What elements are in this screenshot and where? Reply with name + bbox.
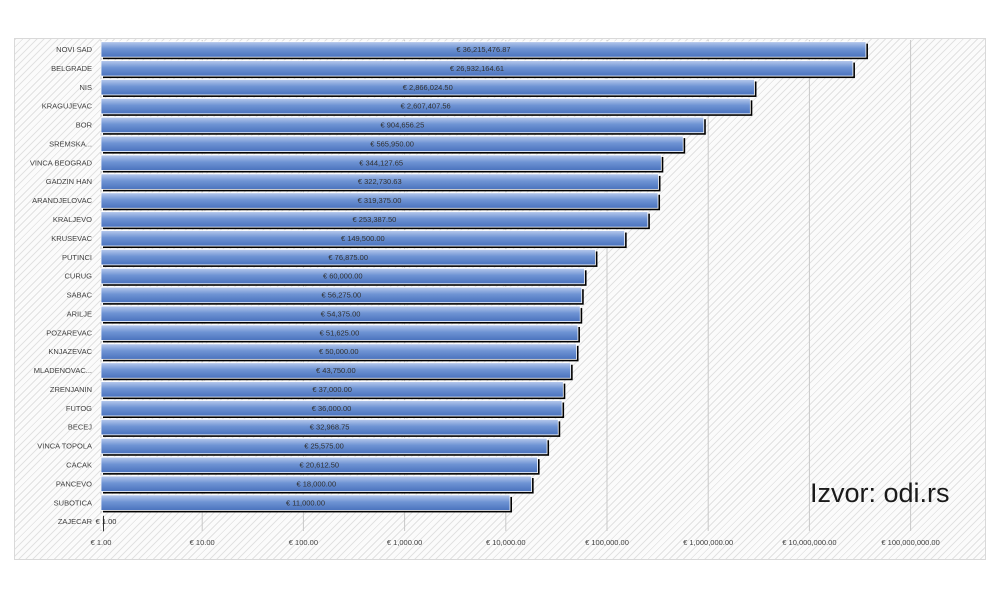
category-label: BOR (76, 121, 93, 130)
value-label: € 344,127.65 (359, 158, 403, 167)
category-label: ARILJE (67, 309, 92, 318)
value-label: € 51,625.00 (320, 328, 360, 337)
value-label: € 37,000.00 (312, 385, 352, 394)
category-label: PANCEVO (56, 479, 92, 488)
value-label: € 20,612.50 (299, 461, 339, 470)
bar (100, 362, 572, 379)
bar (100, 79, 755, 96)
category-label: CACAK (66, 461, 92, 470)
category-label: KRUSEVAC (51, 234, 92, 243)
category-label: GADZIN HAN (46, 177, 92, 186)
x-tick-label: € 100,000.00 (585, 538, 629, 547)
category-label: CURUG (65, 272, 93, 281)
value-label: € 54,375.00 (321, 309, 361, 318)
value-label: € 253,387.50 (353, 215, 397, 224)
category-label: KRAGUJEVAC (42, 102, 93, 111)
category-label: MLADENOVAC... (34, 366, 92, 375)
value-label: € 904,656.25 (380, 121, 424, 130)
value-label: € 43,750.00 (316, 366, 356, 375)
bar (100, 192, 659, 209)
value-label: € 50,000.00 (319, 347, 359, 356)
x-tick-label: € 10,000.00 (486, 538, 526, 547)
bar (100, 381, 564, 398)
category-label: ZRENJANIN (50, 385, 92, 394)
category-label: POZAREVAC (46, 328, 92, 337)
value-label: € 26,932,164.61 (450, 64, 504, 73)
value-label: € 1.00 (96, 517, 117, 526)
x-tick-label: € 1,000,000.00 (683, 538, 733, 547)
value-label: € 25,575.00 (304, 442, 344, 451)
bar (100, 97, 751, 115)
category-label: ZAJECAR (58, 517, 93, 526)
bar (100, 116, 705, 134)
bar (100, 211, 649, 228)
category-label: NIS (79, 83, 92, 92)
bar (100, 418, 559, 436)
bar-shadow (103, 515, 104, 532)
bar (100, 343, 577, 360)
bar (100, 324, 579, 341)
value-label: € 565,950.00 (370, 139, 414, 148)
bar (100, 135, 684, 153)
value-label: € 319,375.00 (358, 196, 402, 205)
bar (100, 60, 854, 77)
bar (100, 494, 511, 511)
value-label: € 32,968.75 (310, 423, 350, 432)
value-label: € 2,866,024.50 (403, 83, 453, 92)
x-tick-label: € 1,000.00 (387, 538, 422, 547)
category-label: SABAC (67, 291, 93, 300)
category-label: VINCA TOPOLA (37, 442, 92, 451)
bar (100, 400, 563, 417)
category-label: KNJAZEVAC (48, 347, 92, 356)
x-tick-label: € 10,000,000.00 (782, 538, 836, 547)
category-label: SUBOTICA (54, 498, 92, 507)
bar (100, 305, 581, 322)
bar (100, 41, 867, 58)
category-label: KRALJEVO (53, 215, 92, 224)
value-label: € 36,215,476.87 (456, 45, 510, 54)
value-label: € 322,730.63 (358, 177, 402, 186)
category-label: PUTINCI (62, 253, 92, 262)
value-label: € 149,500.00 (341, 234, 385, 243)
category-label: BECEJ (68, 423, 92, 432)
category-label: SREMSKA... (49, 139, 92, 148)
bar (100, 437, 548, 455)
bar (100, 475, 533, 492)
bars (100, 41, 868, 532)
bar (100, 286, 583, 304)
x-tick-label: € 1.00 (91, 538, 112, 547)
bar (100, 513, 103, 530)
labels: € 1.00 € 10.00 € 100.00 € 1,000.00 € 10,000.… (30, 45, 940, 547)
category-label: VINCA BEOGRAD (30, 158, 93, 167)
value-label: € 76,875.00 (328, 253, 368, 262)
bar (100, 230, 626, 247)
x-tick-label: € 100,000,000.00 (881, 538, 939, 547)
source-note: Izvor: odi.rs (810, 478, 950, 508)
value-label: € 11,000.00 (286, 498, 325, 507)
value-label: € 60,000.00 (323, 272, 363, 281)
bar (100, 154, 662, 171)
bar (100, 267, 585, 285)
category-label: ARANDJELOVAC (32, 196, 92, 205)
value-label: € 2,607,407.56 (401, 102, 451, 111)
category-label: NOVI SAD (56, 45, 92, 54)
value-label: € 56,275.00 (322, 291, 362, 300)
value-label: € 18,000.00 (297, 479, 337, 488)
category-label: BELGRADE (51, 64, 92, 73)
bar (100, 173, 659, 190)
x-tick-label: € 100.00 (289, 538, 318, 547)
value-label: € 36,000.00 (312, 404, 352, 413)
bar (100, 456, 538, 474)
category-label: FUTOG (66, 404, 92, 413)
bar (100, 249, 596, 266)
x-tick-label: € 10.00 (190, 538, 215, 547)
